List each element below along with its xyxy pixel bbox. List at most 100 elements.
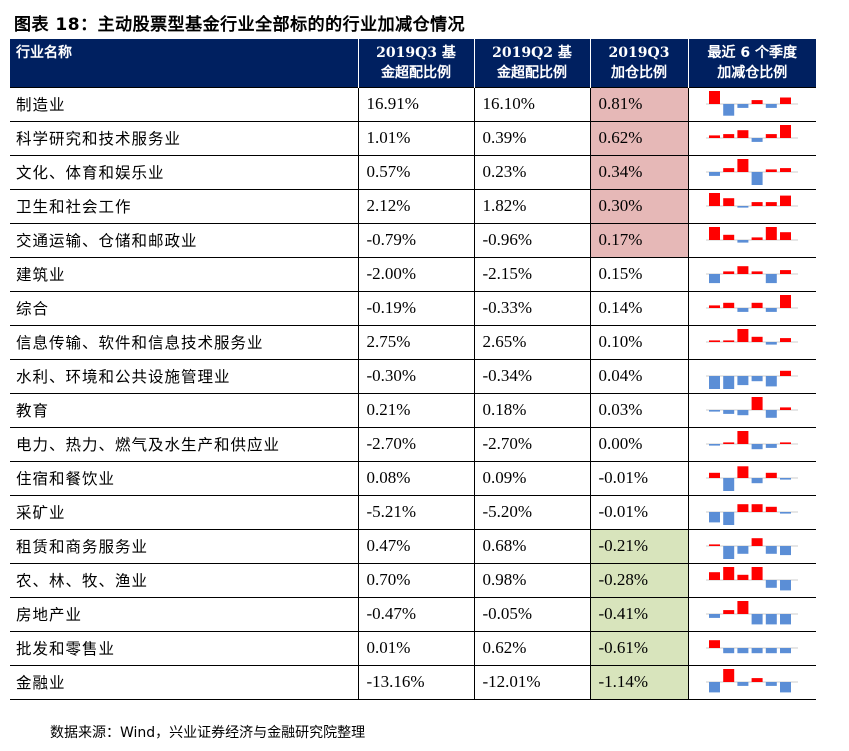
sparkline-bar xyxy=(723,134,735,138)
sparkline-bar xyxy=(751,648,763,654)
sparkline-bar xyxy=(751,100,763,104)
q3-overweight: -2.00% xyxy=(358,257,475,292)
q3-position-change: 0.30% xyxy=(590,189,689,224)
sparkline-cell xyxy=(688,597,816,632)
q3-position-change: 0.34% xyxy=(590,155,689,190)
q2-overweight: 1.82% xyxy=(474,189,591,224)
q3-overweight: -0.19% xyxy=(358,291,475,326)
q2-overweight: 0.98% xyxy=(474,563,591,598)
sparkline-cell xyxy=(688,121,816,156)
q3-overweight: 2.12% xyxy=(358,189,475,224)
sparkline-chart xyxy=(706,601,799,625)
table-row: 信息传输、软件和信息技术服务业 2.75% 2.65% 0.10% xyxy=(10,325,816,360)
q2-overweight: -0.33% xyxy=(474,291,591,326)
sparkline-cell xyxy=(688,86,816,122)
sparkline-cell xyxy=(688,631,816,666)
q3-position-change: -0.28% xyxy=(590,563,689,598)
sparkline-bar xyxy=(751,336,763,342)
sparkline-bar xyxy=(723,168,735,172)
q2-overweight: 0.18% xyxy=(474,393,591,428)
sparkline-chart xyxy=(706,125,799,142)
sparkline-bar xyxy=(737,130,749,138)
q3-overweight: 0.08% xyxy=(358,461,475,496)
sparkline-bar xyxy=(780,512,792,514)
header-industry: 行业名称 xyxy=(10,39,359,87)
sparkline-bar xyxy=(709,640,721,648)
sparkline-bar xyxy=(751,271,763,274)
sparkline-bar xyxy=(723,478,735,491)
q3-overweight: -2.70% xyxy=(358,427,475,462)
sparkline-bar xyxy=(780,442,792,444)
sparkline-bar xyxy=(723,648,735,654)
header-change: 2019Q3 加仓比例 xyxy=(590,39,689,87)
sparkline-bar xyxy=(709,472,721,478)
sparkline-bar xyxy=(780,478,792,480)
header-sparkline-line1: 最近 6 个季度 xyxy=(707,45,798,61)
sparkline-cell xyxy=(688,257,816,292)
sparkline-chart xyxy=(706,266,799,284)
table-row: 租赁和商务服务业 0.47% 0.68% -0.21% xyxy=(10,529,816,564)
sparkline-bar xyxy=(766,342,778,345)
sparkline-bar xyxy=(723,234,735,240)
industry-name: 租赁和商务服务业 xyxy=(10,529,359,564)
sparkline-bar xyxy=(709,544,721,546)
sparkline-chart xyxy=(706,640,799,654)
sparkline-bar xyxy=(780,338,792,342)
header-change-line1: 2019Q3 xyxy=(608,45,670,61)
sparkline-bar xyxy=(709,172,721,176)
q3-overweight: -0.30% xyxy=(358,359,475,394)
industry-name: 电力、热力、燃气及水生产和供应业 xyxy=(10,427,359,462)
header-q2-line1: 2019Q2 基 xyxy=(492,45,572,61)
sparkline-bar xyxy=(780,682,792,693)
q3-position-change: -0.61% xyxy=(590,631,689,666)
sparkline-bar xyxy=(780,270,792,274)
q2-overweight: -5.20% xyxy=(474,495,591,530)
sparkline-bar xyxy=(766,682,778,686)
sparkline-chart xyxy=(706,504,799,525)
table-row: 综合 -0.19% -0.33% 0.14% xyxy=(10,291,816,326)
header-q3-line1: 2019Q3 基 xyxy=(376,45,456,61)
header-q2-line2: 金超配比例 xyxy=(497,65,567,81)
sparkline-bar xyxy=(737,410,749,416)
sparkline-bar xyxy=(737,504,749,512)
sparkline-bar xyxy=(709,614,721,618)
sparkline-bar xyxy=(737,431,749,444)
source-note: 数据来源：Wind，兴业证券经济与金融研究院整理 xyxy=(50,725,366,741)
sparkline-bar xyxy=(737,206,749,208)
sparkline-chart xyxy=(706,159,799,185)
industry-name: 制造业 xyxy=(10,86,359,122)
sparkline-bar xyxy=(737,574,749,580)
sparkline-bar xyxy=(723,546,735,559)
table-row: 房地产业 -0.47% -0.05% -0.41% xyxy=(10,597,816,632)
q3-position-change: -0.01% xyxy=(590,495,689,530)
table-row: 制造业 16.91% 16.10% 0.81% xyxy=(10,86,816,122)
sparkline-bar xyxy=(709,340,721,342)
sparkline-bar xyxy=(723,376,735,389)
q3-overweight: 0.21% xyxy=(358,393,475,428)
q2-overweight: 0.09% xyxy=(474,461,591,496)
sparkline-bar xyxy=(709,512,721,523)
sparkline-bar xyxy=(723,610,735,614)
sparkline-bar xyxy=(766,308,778,312)
sparkline-bar xyxy=(737,376,749,386)
header-sparkline-line2: 加减仓比例 xyxy=(717,65,788,81)
figure-title: 图表 18：主动股票型基金行业全部标的的行业加减仓情况 xyxy=(14,15,466,35)
q3-position-change: 0.10% xyxy=(590,325,689,360)
sparkline-bar xyxy=(709,135,721,138)
q2-overweight: 0.62% xyxy=(474,631,591,666)
q3-position-change: 0.14% xyxy=(590,291,689,326)
sparkline-bar xyxy=(709,193,721,206)
industry-name: 批发和零售业 xyxy=(10,631,359,666)
sparkline-bar xyxy=(737,329,749,342)
sparkline-cell xyxy=(688,563,816,598)
sparkline-bar xyxy=(737,466,749,478)
table-row: 交通运输、仓储和邮政业 -0.79% -0.96% 0.17% xyxy=(10,223,816,258)
q3-position-change: 0.62% xyxy=(590,121,689,156)
q3-overweight: 0.01% xyxy=(358,631,475,666)
q2-overweight: 0.39% xyxy=(474,121,591,156)
sparkline-chart xyxy=(706,538,799,559)
table-row: 文化、体育和娱乐业 0.57% 0.23% 0.34% xyxy=(10,155,816,190)
sparkline-bar xyxy=(723,512,735,525)
sparkline-chart xyxy=(706,227,799,243)
sparkline-bar xyxy=(751,614,763,625)
